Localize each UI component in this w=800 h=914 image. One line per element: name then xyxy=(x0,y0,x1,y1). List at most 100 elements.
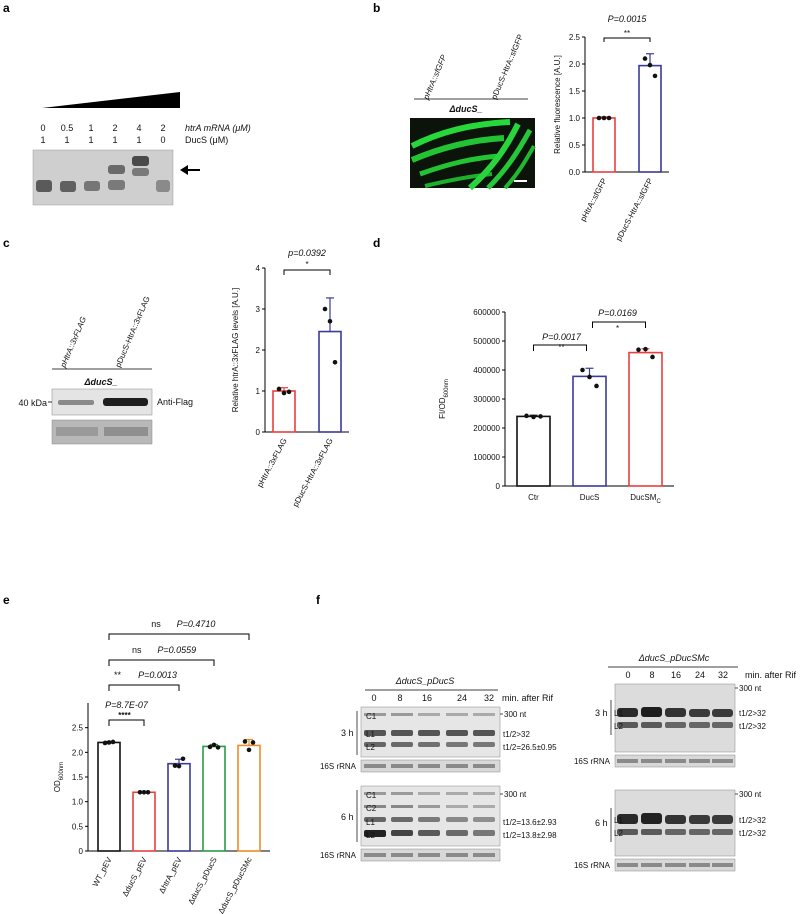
y-tick-label: 0.0 xyxy=(569,168,581,177)
y-tick-label: 500000 xyxy=(473,337,500,346)
bands xyxy=(617,813,733,835)
shift-arrow xyxy=(180,165,200,175)
half-life: t1/2=26.5±0.95 xyxy=(503,743,557,752)
y-tick-label: 100000 xyxy=(473,453,500,462)
data-point xyxy=(636,347,641,353)
y-axis-label: Relative htrA::3xFLAG levels [A.U.] xyxy=(231,288,240,413)
data-point xyxy=(250,740,256,745)
data-point xyxy=(176,763,182,769)
northern-right: ΔducS_pDucSMc 0 8 16 24 32 min. after Ri… xyxy=(574,653,797,872)
bar xyxy=(132,791,156,852)
y-tick-label: 0 xyxy=(256,428,261,437)
row2-values: 1 1 1 1 1 0 xyxy=(40,135,165,145)
p-value: P=0.0013 xyxy=(138,670,177,680)
x-tick-label: ΔducS_pEV xyxy=(121,855,150,898)
panel-letter-a: a xyxy=(3,1,10,15)
bar xyxy=(592,117,616,173)
rrna-bands xyxy=(364,853,495,857)
y-tick-label: 1.0 xyxy=(569,114,581,123)
bar xyxy=(572,375,607,487)
significance-stars: * xyxy=(305,260,308,269)
band-label: L1 xyxy=(366,730,375,739)
timepoint: 24 xyxy=(457,693,467,703)
y-tick-label: 0 xyxy=(496,482,501,491)
data-point xyxy=(538,414,543,419)
bands xyxy=(617,707,733,728)
time-label: 3 h xyxy=(595,708,608,718)
row1-values: 0 0.5 1 2 4 2 xyxy=(40,123,165,133)
bar xyxy=(516,415,551,487)
bands xyxy=(364,713,495,747)
panel-b: b pHtrA::sfGFP pDucS-HtrA::sfGFP ΔducS_ … xyxy=(373,1,669,243)
loading-label: 16S rRNA xyxy=(574,861,611,870)
band-label: C2 xyxy=(366,804,377,813)
panel-c: c pHtrA::3xFLAG pDucS-HtrA::3xFLAG ΔducS… xyxy=(3,236,349,508)
band-label: L2 xyxy=(614,722,623,731)
row1-value: 4 xyxy=(136,123,141,133)
time-label: 3 h xyxy=(341,728,354,738)
lane-label: pDucS-HtrA::3xFLAG xyxy=(114,295,152,369)
band-label: L2 xyxy=(614,829,623,838)
y-tick-label: 4 xyxy=(256,264,261,273)
x-tick-label: ΔducS_pDucSMc xyxy=(216,856,253,914)
y-tick-label: 400000 xyxy=(473,366,500,375)
y-tick-label: 1.5 xyxy=(72,773,84,782)
data-point xyxy=(137,789,143,795)
row2-label: DucS (μM) xyxy=(185,135,228,145)
data-point xyxy=(531,414,536,420)
data-point xyxy=(606,115,612,121)
row2-value: 1 xyxy=(64,135,69,145)
significance-bracket xyxy=(108,684,180,691)
half-life: t1/2>32 xyxy=(739,722,766,731)
significance-bracket xyxy=(108,633,250,640)
rrna-bands xyxy=(617,863,733,867)
timepoint: 16 xyxy=(422,693,432,703)
panel-a: a 0 0.5 1 2 4 2 1 1 1 1 1 0 htrA mRNA (μ… xyxy=(3,1,251,206)
x-tick-label: pDucS-HtrA::3xFLAG xyxy=(291,437,335,509)
timepoint: 16 xyxy=(671,670,681,680)
p-value: P=0.0559 xyxy=(157,645,196,655)
bar xyxy=(97,741,121,852)
antibody-label: Anti-Flag xyxy=(157,397,193,407)
significance-stars: **** xyxy=(118,711,131,720)
chart-e: 0 0.5 1.0 1.5 2.0 2.5 OD600nm WT_pEV ΔducS_pEV Δh… xyxy=(53,619,270,914)
half-life: t1/2>32 xyxy=(503,730,530,739)
y-tick-label: 200000 xyxy=(473,424,500,433)
time-label: 6 h xyxy=(595,818,608,828)
half-life: t1/2>32 xyxy=(739,709,766,718)
concentration-wedge xyxy=(42,92,180,108)
p-value: p=0.0392 xyxy=(287,248,326,258)
lane-label: pHtrA::3xFLAG xyxy=(58,315,88,369)
p-value: P=8.7E-07 xyxy=(105,700,149,710)
fluorescence-micrograph xyxy=(410,118,536,191)
y-tick-label: 0.5 xyxy=(72,822,84,831)
timepoint: 8 xyxy=(649,670,654,680)
y-tick-label: 1 xyxy=(256,387,261,396)
data-point xyxy=(106,740,112,745)
data-point xyxy=(145,789,151,795)
significance-stars: ** xyxy=(114,670,122,680)
y-tick-label: 2 xyxy=(256,346,261,355)
panel-e: e 0 0.5 1.0 1.5 2.0 2.5 OD600nm WT_pEV ΔducS_pEV… xyxy=(3,593,270,914)
loading-label: 16S rRNA xyxy=(574,757,611,766)
x-tick-label: WT_pEV xyxy=(91,855,114,888)
blot-3h xyxy=(614,683,736,753)
chart-b: 0.0 0.5 1.0 1.5 2.0 2.5 Relative fluorescence … xyxy=(553,14,669,243)
lane-label: pDucS-HtrA::sfGFP xyxy=(490,33,526,101)
bar xyxy=(272,390,296,433)
y-tick-label: 2.5 xyxy=(72,724,84,733)
x-tick-label: Ctr xyxy=(528,493,539,502)
y-tick-label: 2.0 xyxy=(72,748,84,757)
significance-stars: * xyxy=(616,324,619,333)
western-blot xyxy=(51,388,153,416)
band-label: L1 xyxy=(614,709,623,718)
x-tick-label: pDucS-HtrA::sfGFP xyxy=(614,177,655,243)
significance-stars: ns xyxy=(132,645,142,655)
panel-letter-b: b xyxy=(373,1,380,15)
rrna-bands xyxy=(364,764,495,768)
data-point xyxy=(110,739,116,745)
y-axis-label: OD600nm xyxy=(53,762,65,792)
row2-value: 1 xyxy=(88,135,93,145)
size-marker: 300 nt xyxy=(504,790,527,799)
